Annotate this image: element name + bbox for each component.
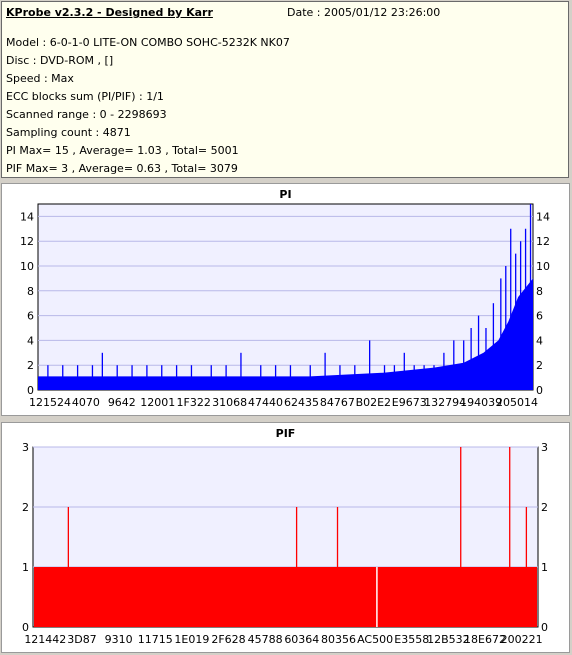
pif-ytick-left: 0 [22, 621, 29, 634]
pi-xtick-label: 4070 [72, 396, 100, 409]
pif-xtick-label: 3D87 [67, 633, 96, 646]
pi-ytick-left: 8 [27, 285, 34, 298]
info-pi-stats: PI Max= 15 , Average= 1.03 , Total= 5001 [6, 144, 239, 157]
pif-ytick-right: 2 [541, 501, 548, 514]
pi-ytick-left: 4 [27, 334, 34, 347]
pif-xtick-label: AC500 [357, 633, 393, 646]
pif-chart: PIF 0 0 1 1 2 2 3 3 121442 3D87 9310 11715 1E019 2F628… [22, 427, 548, 646]
pif-ytick-right: 0 [541, 621, 548, 634]
info-sampling-count: Sampling count : 4871 [6, 126, 131, 139]
pi-xtick-label: 12001 [140, 396, 175, 409]
info-scanned-range: Scanned range : 0 - 2298693 [6, 108, 167, 121]
info-disc: Disc : DVD-ROM , [] [6, 54, 114, 67]
pi-xtick-label: 1F322 [177, 396, 211, 409]
pi-chart: PI 0 0 2 2 4 4 6 6 8 8 10 10 12 12 14 14 121524 4070 9642 12… [20, 188, 550, 409]
pif-baseline-fill [34, 567, 537, 627]
pif-xtick-label: 45788 [248, 633, 283, 646]
pi-xtick-label: B02E2 [356, 396, 392, 409]
pi-xtick-label: 9642 [108, 396, 136, 409]
pi-ytick-left: 14 [20, 210, 34, 223]
pi-ytick-left: 2 [27, 359, 34, 372]
pi-ytick-right: 6 [536, 310, 543, 323]
pi-xtick-label: 205014 [496, 396, 538, 409]
pi-ytick-left: 0 [27, 384, 34, 397]
pi-xtick-label: 194039 [460, 396, 502, 409]
pi-xtick-label: 84767 [320, 396, 355, 409]
app-title: KProbe v2.3.2 - Designed by Karr [6, 6, 213, 19]
pi-ytick-left: 10 [20, 260, 34, 273]
pi-ytick-right: 12 [536, 235, 550, 248]
pif-ytick-right: 1 [541, 561, 548, 574]
pif-xtick-label: 9310 [105, 633, 133, 646]
pi-ytick-left: 12 [20, 235, 34, 248]
pi-chart-title: PI [279, 188, 291, 201]
pif-xtick-label: 1E019 [174, 633, 209, 646]
pi-series-fill [38, 278, 533, 390]
pif-chart-title: PIF [276, 427, 296, 440]
pif-xtick-label: 121442 [24, 633, 66, 646]
disc-info-panel: KProbe v2.3.2 - Designed by Karr Date : … [1, 1, 569, 178]
pi-ytick-right: 14 [536, 210, 550, 223]
pi-xtick-label: E9673 [392, 396, 427, 409]
pif-xtick-label: 200221 [501, 633, 543, 646]
pi-ytick-right: 0 [536, 384, 543, 397]
pif-xtick-label: 12B532 [427, 633, 470, 646]
pif-xtick-label: 18E672 [464, 633, 506, 646]
pi-ytick-left: 6 [27, 310, 34, 323]
pi-chart-panel: PI 0 0 2 2 4 4 6 6 8 8 10 10 12 12 14 14 121524 4070 9642 12… [1, 183, 570, 416]
info-pif-stats: PIF Max= 3 , Average= 0.63 , Total= 3079 [6, 162, 238, 175]
pif-xtick-label: 2F628 [211, 633, 245, 646]
pif-ytick-right: 3 [541, 441, 548, 454]
pif-ytick-left: 2 [22, 501, 29, 514]
pi-ytick-right: 2 [536, 359, 543, 372]
pif-xtick-label: 60364 [284, 633, 319, 646]
pi-xtick-label: 132794 [424, 396, 466, 409]
pi-ytick-right: 8 [536, 285, 543, 298]
scan-date: Date : 2005/01/12 23:26:00 [287, 6, 441, 19]
pi-xtick-label: 121524 [29, 396, 71, 409]
pif-xtick-label: E3558 [394, 633, 429, 646]
pi-ytick-right: 10 [536, 260, 550, 273]
pif-chart-panel: PIF 0 0 1 1 2 2 3 3 121442 3D87 9310 11715 1E019 2F628… [1, 422, 570, 653]
pi-xtick-label: 62435 [284, 396, 319, 409]
info-model: Model : 6-0-1-0 LITE-ON COMBO SOHC-5232K… [6, 36, 290, 49]
info-speed: Speed : Max [6, 72, 74, 85]
pif-ytick-left: 3 [22, 441, 29, 454]
pi-plot-area [37, 203, 534, 391]
pi-xtick-label: 31068 [212, 396, 247, 409]
pif-xtick-label: 11715 [138, 633, 173, 646]
pif-xtick-label: 80356 [321, 633, 356, 646]
pif-ytick-left: 1 [22, 561, 29, 574]
info-ecc-sum: ECC blocks sum (PI/PIF) : 1/1 [6, 90, 164, 103]
pi-ytick-right: 4 [536, 334, 543, 347]
pi-xtick-label: 47440 [248, 396, 283, 409]
